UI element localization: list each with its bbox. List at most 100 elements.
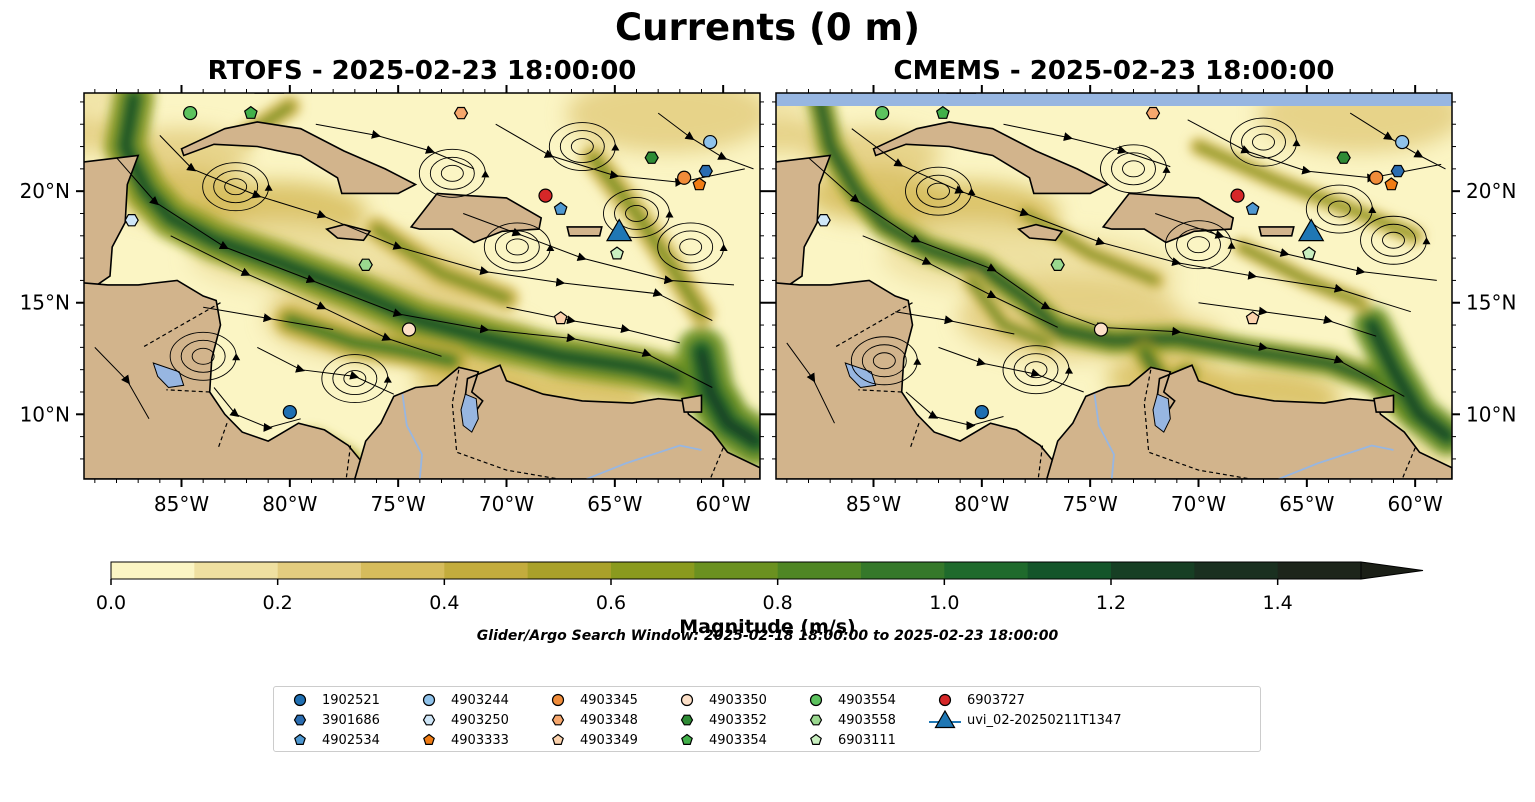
y-tick-label-right: 15°N (1466, 291, 1516, 315)
streamline-6 (213, 387, 301, 432)
colorbar-bin (861, 562, 945, 579)
platform-4903349-marker (553, 311, 568, 325)
legend-marker (680, 714, 694, 726)
land-trinidad (681, 394, 703, 413)
eddy-0-1 (927, 182, 950, 200)
colorbar-tick-label: 0.2 (263, 592, 293, 614)
colorbar-extend-arrow (1360, 561, 1424, 580)
legend-label: 6903727 (967, 692, 1025, 708)
colorbar-label: Magnitude (m/s) (679, 616, 856, 638)
colorbar-tick-label: 0.4 (429, 592, 459, 614)
x-tick-label: 75°W (1063, 492, 1118, 516)
colorbar-bin (361, 562, 445, 579)
platform-markers (816, 105, 1410, 420)
border-2 (909, 422, 920, 449)
rtofs-map-panel: 85°W 80°W 75°W 70°W 65°W 60°W 10°N 15°N 20°N (20, 85, 768, 516)
x-tick-label: 70°W (479, 492, 534, 516)
legend-label: 6903111 (838, 732, 896, 748)
x-tick-label: 75°W (371, 492, 426, 516)
colorbar-tick-label: 0.8 (763, 592, 793, 614)
legend-item-4903558: 4903558 (798, 710, 896, 730)
eddy-6-1 (872, 352, 896, 370)
legend-marker (934, 710, 956, 729)
eddy-5-2 (1176, 228, 1221, 262)
streamline-4 (495, 123, 745, 187)
colorbar-bin (777, 562, 862, 579)
legend-symbol (929, 710, 961, 729)
eddy-2-1 (1252, 133, 1275, 151)
legend-symbol (294, 733, 306, 745)
streamline-9 (506, 306, 680, 344)
legend-marker (422, 714, 436, 726)
platform-1902521-marker (974, 404, 989, 420)
streamline-7 (315, 123, 475, 170)
legend-symbol (422, 693, 436, 707)
colorbar-bin (1027, 562, 1112, 579)
platform-4903558-marker (1050, 258, 1065, 271)
platform-1902521-marker (282, 404, 297, 420)
eddy-1-1 (1122, 160, 1145, 178)
map-body (84, 93, 760, 479)
legend-symbol (681, 733, 693, 745)
eddy-5-1 (1187, 236, 1210, 254)
legend-item-4903350: 4903350 (669, 690, 767, 710)
platform-markers (124, 105, 718, 420)
eddy-5-1 (505, 238, 529, 256)
platform-4903554-marker (875, 105, 890, 121)
jet-core (1368, 321, 1452, 441)
legend-symbol (551, 714, 565, 726)
platform-4903250-marker (816, 214, 831, 227)
figure-canvas: 85°W 80°W 75°W 70°W 65°W 60°W 10°N 15°N 20°N 85°… (20, 85, 1516, 614)
x-tick-label: 85°W (154, 492, 209, 516)
legend-marker (809, 714, 823, 726)
legend-marker (294, 733, 306, 745)
colorbar-bin (944, 562, 1029, 579)
legend-symbol (810, 733, 822, 745)
platform-4903333-marker (692, 177, 707, 191)
eddy-arrow-3 (1368, 206, 1377, 214)
x-tick-label: 70°W (1171, 492, 1226, 516)
colorbar-tick-label: 1.0 (929, 592, 959, 614)
lake-0 (460, 393, 479, 433)
eddy-3-1 (1327, 200, 1351, 218)
colorbar-bin (194, 562, 279, 579)
river-0 (401, 394, 423, 479)
legend-item-4903345: 4903345 (540, 690, 638, 710)
legend-label: 4903348 (580, 712, 638, 728)
legend-label: 4902534 (322, 732, 380, 748)
colorbar-bin (444, 562, 529, 579)
platform-4903354-marker (935, 105, 950, 119)
rtofs-panel-title: RTOFS - 2025-02-23 18:00:00 (207, 56, 637, 86)
cmems-map-panel: 85°W 80°W 75°W 70°W 65°W 60°W 10°N 15°N 20°N (768, 85, 1516, 516)
streamlines (94, 112, 754, 432)
no-data-strip (776, 93, 1452, 106)
legend-item-4902534: 4902534 (282, 730, 380, 750)
legend-label: 4903250 (451, 712, 509, 728)
legend-label: 4903349 (580, 732, 638, 748)
eddy-1-1 (440, 164, 464, 182)
legend-label: 4903345 (580, 692, 638, 708)
y-tick-label: 15°N (20, 291, 70, 315)
platform-4903350-marker (1093, 322, 1109, 337)
eddy-1-2 (1111, 152, 1156, 186)
eddy-arrow-7 (719, 243, 728, 251)
platform-4903244-marker (1395, 134, 1410, 150)
colorbar-bin (111, 562, 195, 579)
legend-marker (422, 693, 436, 707)
x-tick-label: 60°W (696, 492, 751, 516)
x-tick-label: 65°W (587, 492, 642, 516)
legend-item-4903354: 4903354 (669, 730, 767, 750)
eddy-arrow-4 (1065, 366, 1073, 374)
legend-marker (552, 733, 564, 745)
border-1 (858, 389, 902, 393)
x-tick-label: 80°W (262, 492, 317, 516)
y-tick-label: 20°N (20, 179, 70, 203)
legend-label: 4903354 (709, 732, 767, 748)
legend-label: 4903333 (451, 732, 509, 748)
platform-4902534-marker (553, 201, 568, 215)
eddy-arrow-7 (1422, 237, 1431, 245)
legend-symbol (551, 693, 565, 707)
platform-4903352-marker (644, 151, 659, 164)
eddy-2-2 (559, 130, 605, 163)
border-4 (451, 369, 559, 479)
